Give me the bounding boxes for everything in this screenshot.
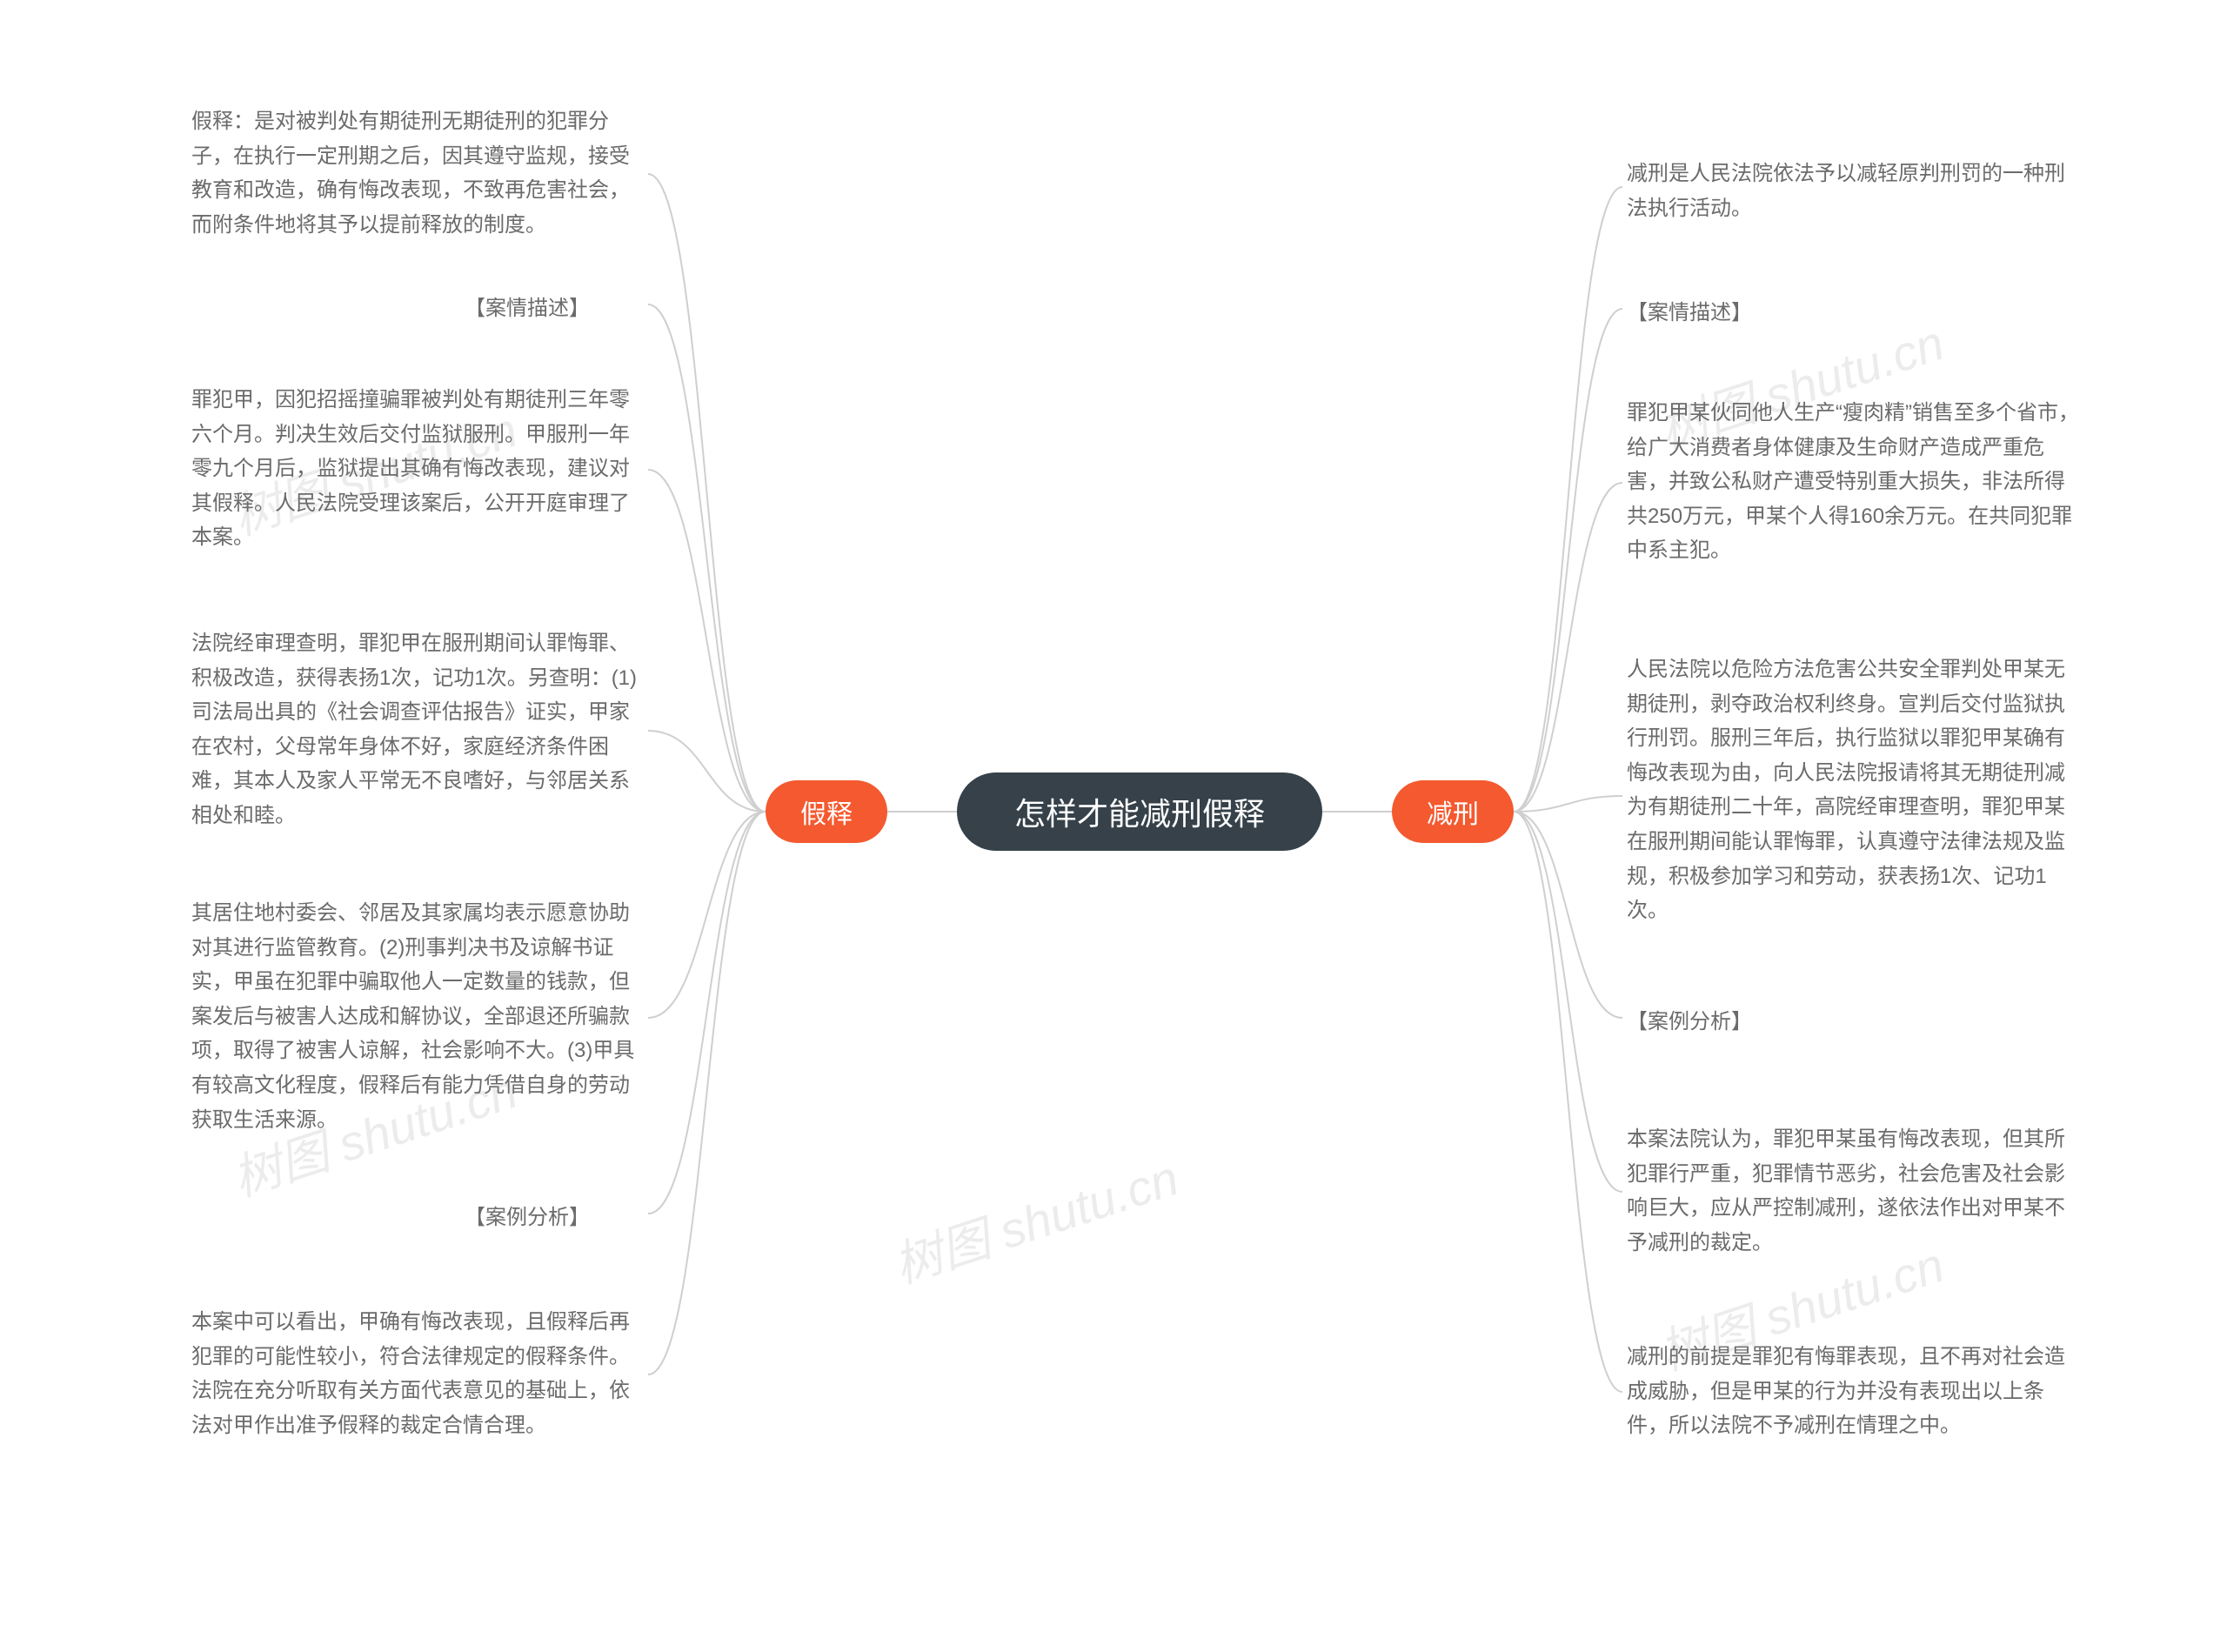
leaf-right-6: 减刑的前提是罪犯有悔罪表现，且不再对社会造成威胁，但是甲某的行为并没有表现出以上… bbox=[1627, 1340, 2079, 1443]
leaf-right-3: 人民法院以危险方法危害公共安全罪判处甲某无期徒刑，剥夺政治权利终身。宣判后交付监… bbox=[1627, 652, 2079, 928]
center-topic[interactable]: 怎样才能减刑假释 bbox=[957, 772, 1322, 851]
leaf-right-1: 【案情描述】 bbox=[1627, 296, 1809, 331]
leaf-right-4: 【案例分析】 bbox=[1627, 1005, 1809, 1040]
leaf-left-1: 【案情描述】 bbox=[465, 291, 647, 326]
leaf-right-0: 减刑是人民法院依法予以减轻原判刑罚的一种刑法执行活动。 bbox=[1627, 157, 2079, 225]
leaf-left-4: 其居住地村委会、邻居及其家属均表示愿意协助对其进行监管教育。(2)刑事判决书及谅… bbox=[191, 896, 644, 1137]
leaf-right-5: 本案法院认为，罪犯甲某虽有悔改表现，但其所犯罪行严重，犯罪情节恶劣，社会危害及社… bbox=[1627, 1122, 2079, 1260]
leaf-left-5: 【案例分析】 bbox=[465, 1201, 647, 1235]
leaf-left-2: 罪犯甲，因犯招摇撞骗罪被判处有期徒刑三年零六个月。判决生效后交付监狱服刑。甲服刑… bbox=[191, 383, 644, 555]
leaf-right-2: 罪犯甲某伙同他人生产“瘦肉精”销售至多个省市，给广大消费者身体健康及生命财产造成… bbox=[1627, 396, 2079, 568]
leaf-left-3: 法院经审理查明，罪犯甲在服刑期间认罪悔罪、积极改造，获得表扬1次，记功1次。另查… bbox=[191, 626, 644, 833]
leaf-left-6: 本案中可以看出，甲确有悔改表现，且假释后再犯罪的可能性较小，符合法律规定的假释条… bbox=[191, 1305, 644, 1442]
branch-right-commutation[interactable]: 减刑 bbox=[1392, 780, 1514, 843]
watermark: 树图 shutu.cn bbox=[884, 1140, 1187, 1298]
leaf-left-0: 假释：是对被判处有期徒刑无期徒刑的犯罪分子，在执行一定刑期之后，因其遵守监规，接… bbox=[191, 104, 644, 242]
branch-left-parole[interactable]: 假释 bbox=[766, 780, 887, 843]
